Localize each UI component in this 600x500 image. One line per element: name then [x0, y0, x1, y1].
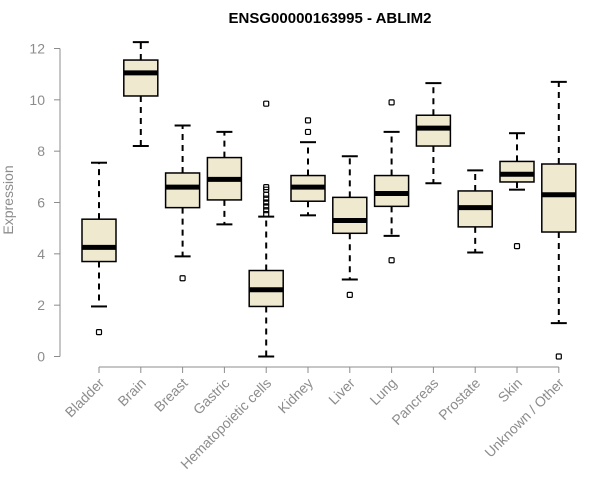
- chart-title: ENSG00000163995 - ABLIM2: [229, 10, 432, 27]
- iqr-box: [123, 59, 159, 97]
- x-tick-label: Brain: [114, 375, 148, 409]
- outlier-point: [304, 128, 312, 136]
- box-gastric: [206, 130, 243, 226]
- box-lung: [373, 99, 410, 264]
- outlier-point: [388, 99, 395, 106]
- y-axis-label: Expression: [0, 165, 16, 234]
- outlier-point: [555, 353, 562, 360]
- box-liver: [332, 155, 368, 298]
- outlier-point: [263, 100, 270, 107]
- outlier-point: [263, 203, 270, 210]
- y-tick-label: 0: [37, 349, 45, 365]
- iqr-box: [373, 174, 410, 208]
- outlier-point: [263, 199, 270, 206]
- x-tick-label: Liver: [325, 375, 358, 408]
- outlier-point: [263, 210, 270, 218]
- iqr-box: [541, 163, 577, 233]
- iqr-box: [164, 172, 201, 209]
- box-brain: [123, 41, 159, 148]
- y-tick-label: 6: [37, 195, 45, 211]
- iqr-box: [499, 160, 535, 183]
- outlier-point: [263, 184, 270, 191]
- box-bladder: [81, 161, 117, 336]
- x-tick-label: Bladder: [62, 375, 108, 421]
- box-pancreas: [415, 82, 452, 185]
- y-tick-label: 2: [37, 297, 45, 313]
- box-unknown-other: [541, 80, 577, 360]
- outlier-point: [263, 195, 270, 202]
- y-tick-label: 4: [37, 246, 45, 262]
- box-prostate: [457, 169, 493, 254]
- x-tick-label: Kidney: [275, 375, 317, 417]
- outlier-point: [95, 329, 103, 336]
- y-tick-label: 8: [37, 143, 45, 159]
- outlier-point: [513, 243, 521, 250]
- iqr-box: [415, 114, 452, 147]
- iqr-box: [81, 218, 117, 263]
- y-axis: 0 2 4 6 8 10 12: [29, 41, 61, 365]
- x-tick-label: Lung: [366, 375, 399, 408]
- plot-area: [81, 41, 577, 360]
- x-tick-label: Skin: [495, 375, 526, 406]
- x-tick-label: Unknown / Other: [481, 375, 567, 461]
- box-breast: [164, 124, 201, 282]
- iqr-box: [332, 196, 368, 235]
- x-tick-label: Breast: [151, 375, 191, 415]
- outlier-point: [179, 275, 186, 282]
- outlier-point: [346, 291, 353, 298]
- outlier-point: [388, 257, 395, 264]
- box-kidney: [290, 117, 326, 217]
- y-tick-label: 10: [29, 92, 45, 108]
- x-tick-label: Prostate: [435, 375, 483, 423]
- outlier-point: [263, 207, 270, 214]
- y-tick-label: 12: [29, 41, 45, 57]
- outlier-point: [304, 117, 312, 124]
- box-skin: [499, 132, 535, 250]
- box-hematopoietic-cells: [248, 100, 284, 358]
